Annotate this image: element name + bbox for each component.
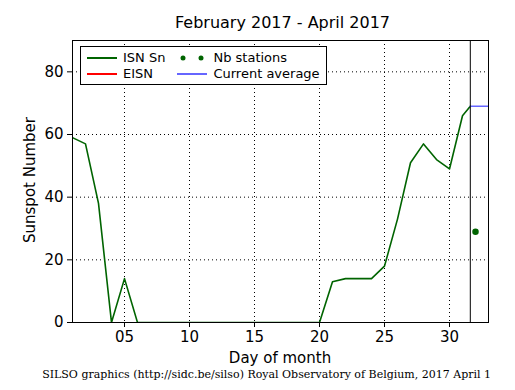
svg-text:20: 20 xyxy=(310,328,329,346)
html-text:February 2017 - April 2017: February 2017 - April 2017 xyxy=(175,13,390,32)
svg-text:25: 25 xyxy=(375,328,394,346)
svg-text:40: 40 xyxy=(44,188,63,206)
html-text:EISN: EISN xyxy=(123,66,153,81)
svg-text:60: 60 xyxy=(44,125,63,143)
svg-text:80: 80 xyxy=(44,63,63,81)
html-text:ISN Sn: ISN Sn xyxy=(123,50,166,65)
svg-text:0: 0 xyxy=(54,313,64,331)
svg-text:15: 15 xyxy=(245,328,264,346)
svg-text:20: 20 xyxy=(44,251,63,269)
html-text:Nb stations: Nb stations xyxy=(213,50,288,65)
html-text:Current average: Current average xyxy=(213,66,320,81)
svg-text:30: 30 xyxy=(440,328,459,346)
html-text:Sunspot Number: Sunspot Number xyxy=(21,117,39,243)
svg-text:05: 05 xyxy=(115,328,134,346)
html-text:SILSO graphics (http://sidc.be: SILSO graphics (http://sidc.be/silso) Ro… xyxy=(42,368,491,381)
html-text:Day of month: Day of month xyxy=(228,349,332,367)
svg-text:10: 10 xyxy=(180,328,199,346)
